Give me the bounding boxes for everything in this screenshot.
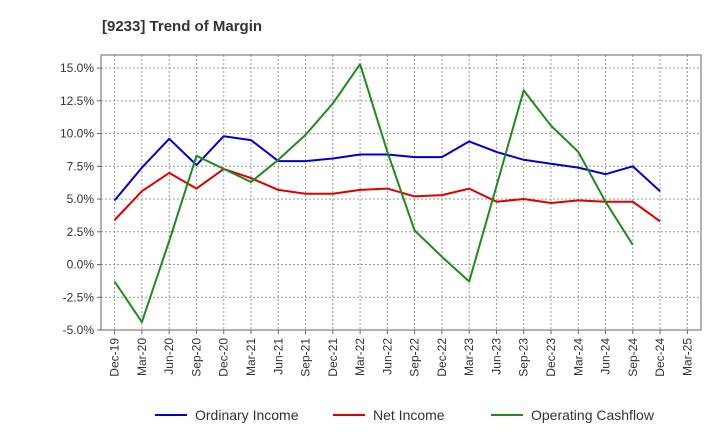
x-tick-label: Jun-24 xyxy=(599,338,613,375)
y-tick-label: 0.0% xyxy=(67,258,95,272)
legend-label-ordinary-income: Ordinary Income xyxy=(195,407,299,423)
x-tick-label: Dec-22 xyxy=(435,338,449,377)
legend: Ordinary Income Net Income Operating Cashf… xyxy=(155,407,655,423)
y-tick-label: -5.0% xyxy=(63,323,95,337)
x-tick-label: Jun-22 xyxy=(380,338,394,375)
x-tick-label: Sep-20 xyxy=(189,338,203,377)
y-axis: 15.0% 12.5% 10.0% 7.5% 5.0% 2.5% 0.0% -2.5% -5.0… xyxy=(60,61,101,337)
x-tick-label: Mar-20 xyxy=(135,338,149,376)
y-tick-label: 5.0% xyxy=(67,192,95,206)
x-tick-label: Dec-23 xyxy=(544,338,558,377)
x-tick-label: Sep-21 xyxy=(299,338,313,377)
series-line-operating-cashflow xyxy=(113,63,634,324)
x-tick-label: Sep-22 xyxy=(408,338,422,377)
plot-frame xyxy=(100,54,702,331)
legend-label-operating-cashflow: Operating Cashflow xyxy=(531,407,655,423)
legend-label-net-income: Net Income xyxy=(373,407,445,423)
chart-title: [9233] Trend of Margin xyxy=(102,18,262,35)
x-tick-label: Dec-24 xyxy=(653,338,667,377)
y-tick-label: -2.5% xyxy=(63,290,95,304)
x-tick-label: Dec-21 xyxy=(326,338,340,377)
y-tick-label: 7.5% xyxy=(67,159,95,173)
x-tick-label: Mar-23 xyxy=(462,338,476,376)
y-tick-label: 10.0% xyxy=(60,127,94,141)
series-line-net-income xyxy=(113,167,661,223)
x-tick-label: Jun-23 xyxy=(489,338,503,375)
x-tick-label: Sep-24 xyxy=(626,338,640,377)
y-tick-label: 15.0% xyxy=(60,61,94,75)
y-tick-label: 12.5% xyxy=(60,94,94,108)
x-tick-label: Sep-23 xyxy=(517,338,531,377)
x-tick-label: Dec-19 xyxy=(108,338,122,377)
x-tick-label: Mar-25 xyxy=(680,338,694,376)
x-tick-label: Mar-22 xyxy=(353,338,367,376)
x-tick-label: Jun-20 xyxy=(162,338,176,375)
x-tick-label: Jun-21 xyxy=(271,338,285,375)
y-tick-label: 2.5% xyxy=(67,225,95,239)
x-tick-label: Dec-20 xyxy=(217,338,231,377)
series-lines xyxy=(113,63,661,324)
x-tick-label: Mar-24 xyxy=(571,338,585,376)
x-axis: Dec-19 Mar-20 Jun-20 Sep-20 Dec-20 Mar-21 Jun-… xyxy=(108,330,694,377)
x-tick-label: Mar-21 xyxy=(244,338,258,376)
